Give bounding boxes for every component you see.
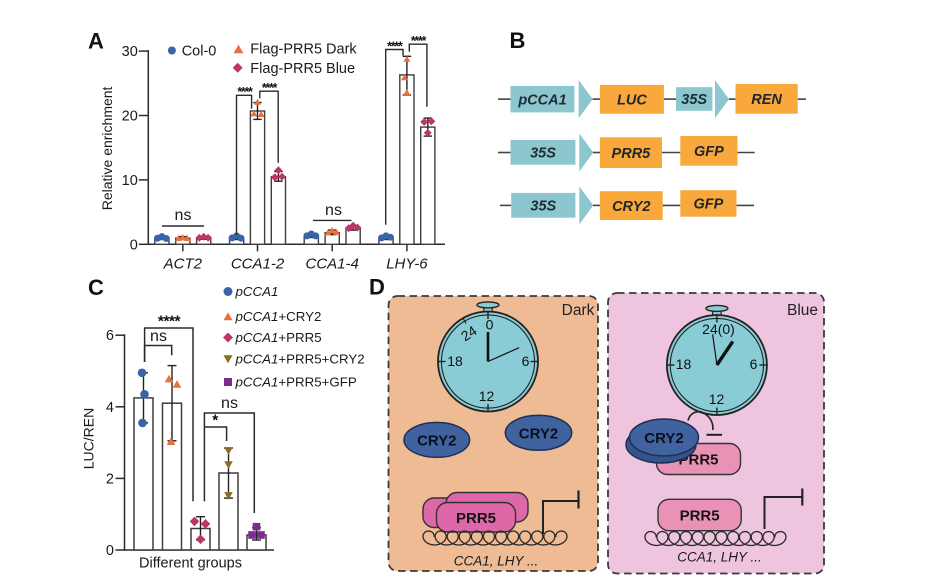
svg-text:CRY2: CRY2	[519, 425, 558, 442]
svg-text:LHY-6: LHY-6	[386, 256, 428, 273]
svg-text:0: 0	[486, 317, 494, 333]
svg-text:****: ****	[387, 39, 403, 53]
svg-text:12: 12	[709, 391, 725, 407]
svg-text:6: 6	[522, 353, 530, 369]
svg-text:35S: 35S	[530, 199, 556, 215]
svg-text:2: 2	[106, 471, 114, 487]
svg-text:*: *	[212, 413, 219, 430]
svg-text:18: 18	[676, 356, 692, 372]
svg-text:ns: ns	[175, 207, 192, 224]
svg-text:CCA1-2: CCA1-2	[231, 256, 285, 273]
svg-text:CRY2: CRY2	[612, 199, 650, 215]
svg-text:20: 20	[122, 109, 138, 125]
svg-text:PRR5: PRR5	[680, 508, 720, 525]
svg-text:CRY2: CRY2	[417, 432, 456, 449]
svg-text:****: ****	[158, 314, 182, 331]
svg-text:12: 12	[479, 388, 495, 404]
svg-text:Flag-PRR5 Dark: Flag-PRR5 Dark	[250, 41, 357, 57]
svg-text:GFP: GFP	[694, 144, 724, 160]
svg-text:0: 0	[106, 543, 114, 559]
svg-text:pCCA1: pCCA1	[517, 92, 566, 108]
svg-text:24: 24	[458, 322, 480, 344]
svg-text:Blue: Blue	[787, 302, 818, 319]
svg-text:PRR5: PRR5	[612, 146, 652, 162]
svg-text:A: A	[88, 29, 104, 54]
svg-text:24(0): 24(0)	[702, 321, 735, 337]
svg-text:D: D	[369, 275, 385, 300]
svg-text:LUC/REN: LUC/REN	[81, 408, 97, 469]
svg-text:C: C	[88, 275, 104, 300]
svg-text:REN: REN	[751, 92, 782, 108]
svg-text:GFP: GFP	[693, 197, 723, 213]
svg-text:Relative enrichment: Relative enrichment	[99, 86, 115, 210]
svg-text:LUC: LUC	[617, 93, 647, 109]
svg-text:CCA1-4: CCA1-4	[306, 256, 359, 273]
svg-text:Dark: Dark	[562, 302, 595, 319]
svg-text:****: ****	[411, 34, 427, 48]
svg-text:ns: ns	[325, 202, 342, 219]
svg-text:PRR5: PRR5	[456, 510, 496, 527]
svg-text:CCA1, LHY ...: CCA1, LHY ...	[454, 554, 539, 569]
svg-text:Flag-PRR5 Blue: Flag-PRR5 Blue	[250, 61, 355, 77]
svg-text:Col-0: Col-0	[182, 44, 217, 60]
svg-text:pCCA1+PRR5+CRY2: pCCA1+PRR5+CRY2	[235, 352, 365, 367]
svg-text:pCCA1+PRR5: pCCA1+PRR5	[235, 330, 322, 345]
svg-text:****: ****	[237, 85, 253, 99]
svg-text:Different groups: Different groups	[139, 556, 242, 572]
svg-text:6: 6	[106, 328, 114, 344]
svg-text:10: 10	[122, 173, 138, 189]
svg-text:30: 30	[122, 44, 138, 60]
svg-text:6: 6	[750, 356, 758, 372]
svg-text:CRY2: CRY2	[644, 430, 683, 447]
svg-text:pCCA1: pCCA1	[235, 284, 279, 299]
svg-text:ACT2: ACT2	[163, 256, 203, 273]
svg-text:18: 18	[447, 353, 463, 369]
svg-text:0: 0	[130, 237, 138, 253]
svg-text:4: 4	[106, 400, 114, 416]
svg-text:35S: 35S	[681, 92, 707, 108]
svg-text:ns: ns	[221, 395, 238, 412]
svg-text:35S: 35S	[530, 146, 556, 162]
svg-text:pCCA1+CRY2: pCCA1+CRY2	[235, 309, 322, 324]
svg-text:****: ****	[262, 81, 278, 95]
svg-text:ns: ns	[150, 328, 167, 345]
svg-text:CCA1, LHY ...: CCA1, LHY ...	[677, 550, 762, 565]
svg-text:pCCA1+PRR5+GFP: pCCA1+PRR5+GFP	[235, 375, 357, 390]
svg-text:B: B	[510, 28, 526, 53]
